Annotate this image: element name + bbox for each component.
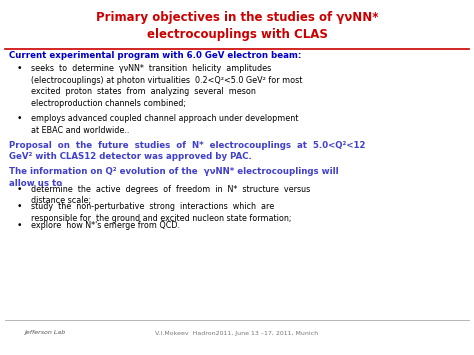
Text: •: • [17,64,22,73]
Text: V.I.Mokeev  Hadron2011, June 13 –17, 2011, Munich: V.I.Mokeev Hadron2011, June 13 –17, 2011… [155,331,319,336]
Text: Jefferson Lab: Jefferson Lab [24,330,65,335]
Text: Current experimental program with 6.0 GeV electron beam:: Current experimental program with 6.0 Ge… [9,51,302,60]
Text: •: • [17,185,22,193]
Text: explore  how N*'s emerge from QCD.: explore how N*'s emerge from QCD. [31,221,180,230]
Text: employs advanced coupled channel approach under development
at EBAC and worldwid: employs advanced coupled channel approac… [31,114,298,135]
Text: determine  the  active  degrees  of  freedom  in  N*  structure  versus
distance: determine the active degrees of freedom … [31,185,310,206]
Text: seeks  to  determine  γνNN*  transition  helicity  amplitudes
(electrocouplings): seeks to determine γνNN* transition heli… [31,64,302,108]
Text: The information on Q² evolution of the  γνNN* electrocouplings will
allow us to: The information on Q² evolution of the γ… [9,167,339,188]
Text: study  the  non-perturbative  strong  interactions  which  are
responsible for  : study the non-perturbative strong intera… [31,202,292,223]
Text: Proposal  on  the  future  studies  of  N*  electrocouplings  at  5.0<Q²<12
GeV²: Proposal on the future studies of N* ele… [9,141,366,162]
Text: electrocouplings with CLAS: electrocouplings with CLAS [146,28,328,42]
Text: •: • [17,114,22,123]
Text: •: • [17,202,22,211]
Text: Primary objectives in the studies of γνNN*: Primary objectives in the studies of γνN… [96,11,378,24]
Text: •: • [17,221,22,230]
